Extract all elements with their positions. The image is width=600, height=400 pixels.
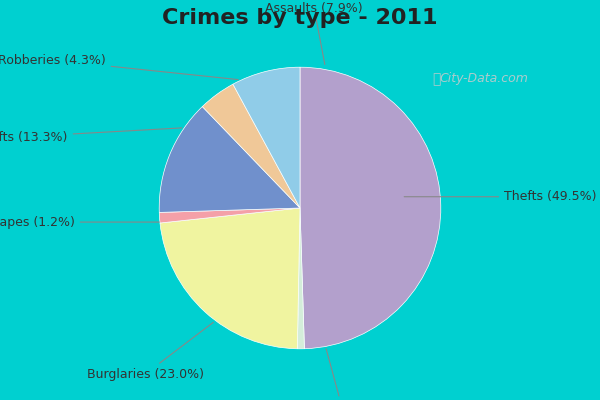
Text: City-Data.com: City-Data.com: [439, 72, 528, 85]
Text: Assaults (7.9%): Assaults (7.9%): [265, 2, 363, 64]
Wedge shape: [233, 67, 300, 208]
Text: Crimes by type - 2011: Crimes by type - 2011: [162, 8, 438, 28]
Wedge shape: [298, 208, 304, 349]
Text: Thefts (49.5%): Thefts (49.5%): [404, 190, 596, 203]
Text: Arson (0.8%): Arson (0.8%): [302, 349, 383, 400]
Wedge shape: [300, 67, 441, 349]
Wedge shape: [159, 106, 300, 212]
Wedge shape: [159, 208, 300, 223]
Wedge shape: [202, 84, 300, 208]
Text: Robberies (4.3%): Robberies (4.3%): [0, 54, 238, 80]
Wedge shape: [160, 208, 300, 349]
Text: Rapes (1.2%): Rapes (1.2%): [0, 216, 159, 228]
Text: Burglaries (23.0%): Burglaries (23.0%): [86, 322, 214, 381]
Text: ⓘ: ⓘ: [432, 72, 440, 86]
Text: Auto thefts (13.3%): Auto thefts (13.3%): [0, 128, 182, 144]
